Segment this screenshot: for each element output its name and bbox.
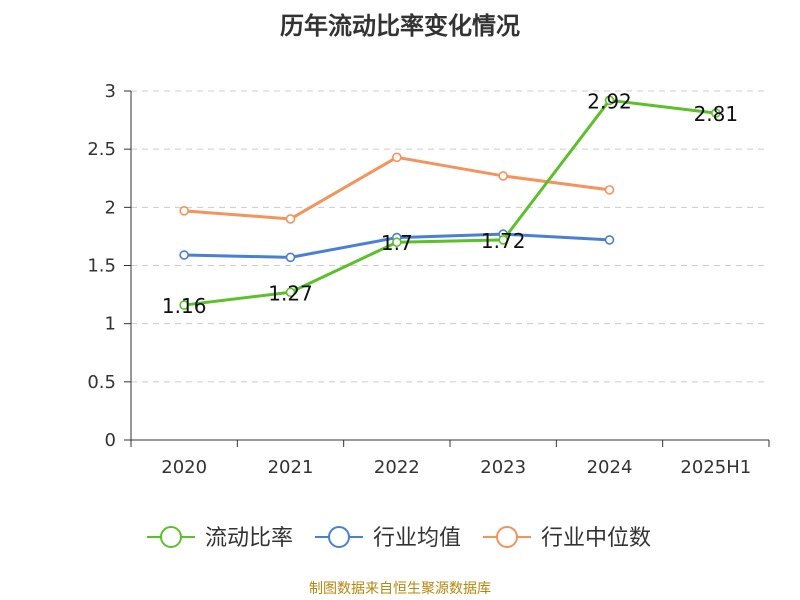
data-label: 2.92 xyxy=(587,89,632,113)
data-point xyxy=(498,235,508,245)
data-point xyxy=(711,108,721,118)
x-tick-label: 2021 xyxy=(268,457,314,478)
x-tick-label: 2022 xyxy=(374,457,420,478)
legend-marker xyxy=(328,526,350,548)
y-tick-label: 2 xyxy=(105,197,116,218)
data-point xyxy=(604,185,615,195)
x-tick-label: 2020 xyxy=(161,457,207,478)
data-point xyxy=(604,235,615,245)
y-tick-label: 3 xyxy=(105,81,116,102)
data-label: 1.72 xyxy=(481,229,526,253)
data-point xyxy=(179,300,189,310)
legend-label: 行业中位数 xyxy=(541,526,651,551)
y-tick-label: 0.5 xyxy=(87,372,116,393)
y-tick-label: 1.5 xyxy=(87,256,116,277)
x-tick-label: 2024 xyxy=(587,457,633,478)
y-tick-label: 2.5 xyxy=(87,139,116,160)
data-point xyxy=(498,171,508,181)
legend-label: 行业均值 xyxy=(373,526,461,551)
data-point xyxy=(285,252,296,263)
source-note: 制图数据来自恒生聚源数据库 xyxy=(309,581,491,597)
data-label: 2.81 xyxy=(694,102,739,126)
data-point xyxy=(392,237,402,248)
y-tick-label: 1 xyxy=(105,314,116,335)
data-point xyxy=(179,206,189,216)
legend-marker xyxy=(496,526,518,548)
y-tick-label: 0 xyxy=(105,430,116,451)
data-label: 1.7 xyxy=(381,231,413,255)
data-point xyxy=(179,250,189,260)
x-tick-label: 2025H1 xyxy=(680,457,751,478)
data-point xyxy=(604,95,615,106)
data-point xyxy=(392,152,402,163)
x-tick-label: 2023 xyxy=(480,457,526,478)
data-point xyxy=(285,287,296,298)
chart-title: 历年流动比率变化情况 xyxy=(280,12,520,40)
series-line-2 xyxy=(184,155,610,221)
data-label: 1.27 xyxy=(268,281,313,305)
series-line-0 xyxy=(183,98,717,307)
data-point xyxy=(285,214,296,224)
legend-marker xyxy=(160,526,182,548)
legend-label: 流动比率 xyxy=(205,526,293,551)
data-label: 1.16 xyxy=(162,294,207,318)
